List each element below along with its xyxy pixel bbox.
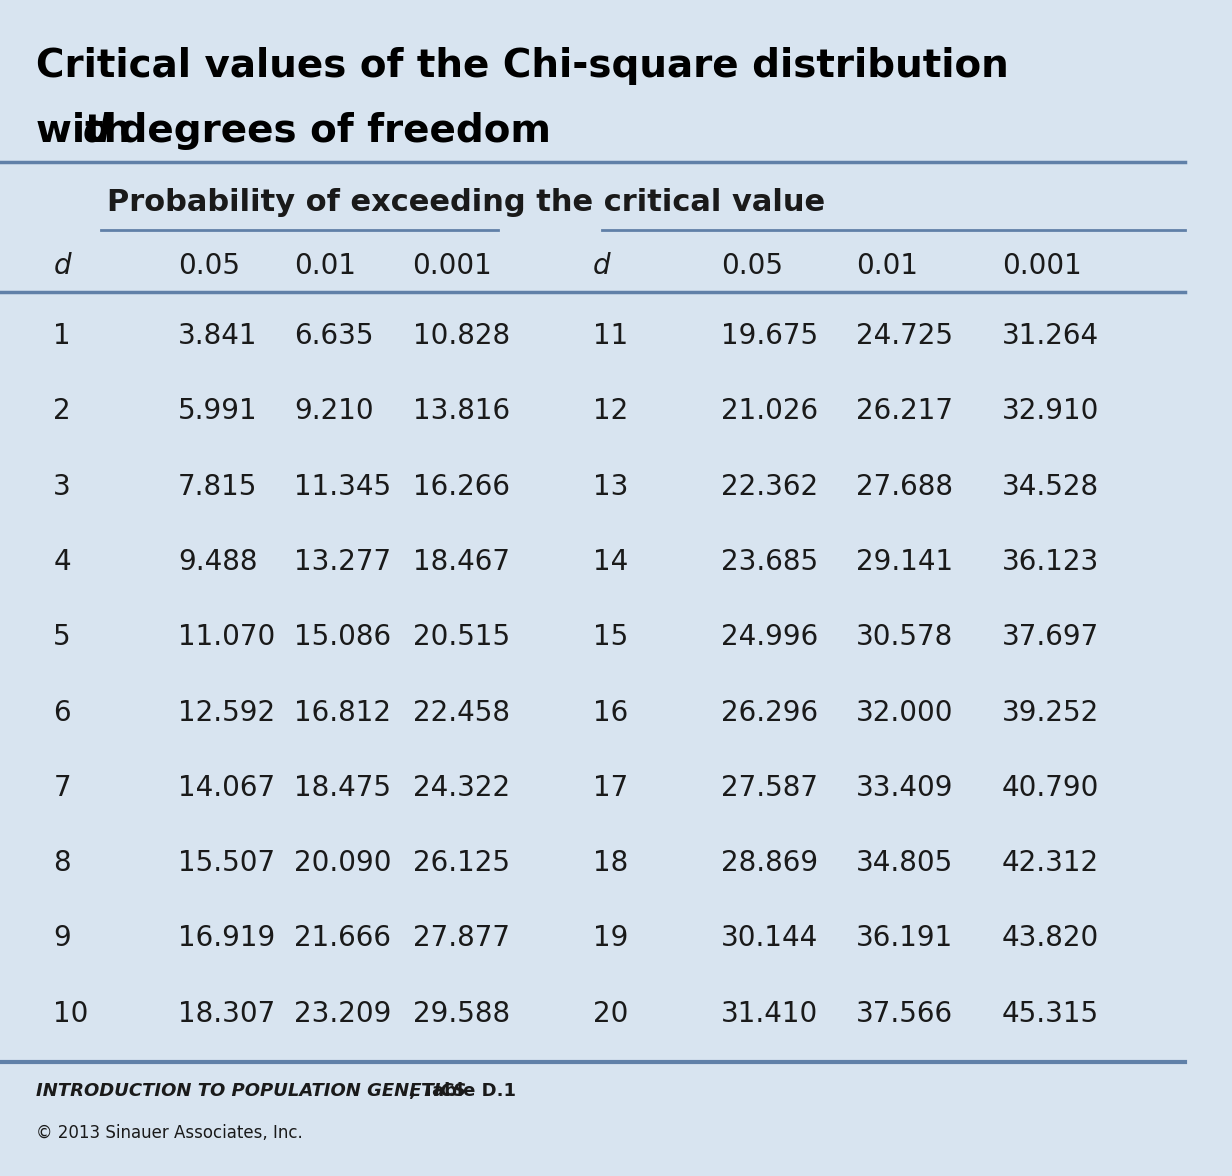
Text: 29.588: 29.588 bbox=[413, 1000, 510, 1028]
Text: 21.666: 21.666 bbox=[294, 924, 391, 953]
Text: 34.805: 34.805 bbox=[856, 849, 954, 877]
Text: 15.507: 15.507 bbox=[177, 849, 275, 877]
Text: 9.210: 9.210 bbox=[294, 397, 373, 426]
Text: 0.05: 0.05 bbox=[177, 252, 240, 280]
Text: 9.488: 9.488 bbox=[177, 548, 257, 576]
Text: 15.086: 15.086 bbox=[294, 623, 391, 652]
Text: 18.307: 18.307 bbox=[177, 1000, 275, 1028]
Text: 5.991: 5.991 bbox=[177, 397, 257, 426]
Text: 18.467: 18.467 bbox=[413, 548, 510, 576]
Text: 20.515: 20.515 bbox=[413, 623, 510, 652]
Text: 18: 18 bbox=[593, 849, 628, 877]
Text: 39.252: 39.252 bbox=[1002, 699, 1099, 727]
Text: 23.685: 23.685 bbox=[721, 548, 818, 576]
Text: 29.141: 29.141 bbox=[856, 548, 954, 576]
Text: 6.635: 6.635 bbox=[294, 322, 373, 350]
Text: 22.458: 22.458 bbox=[413, 699, 510, 727]
Text: 16.919: 16.919 bbox=[177, 924, 275, 953]
Text: with: with bbox=[36, 112, 144, 149]
Text: 3: 3 bbox=[53, 473, 71, 501]
Text: 18.475: 18.475 bbox=[294, 774, 391, 802]
Text: 12.592: 12.592 bbox=[177, 699, 275, 727]
Text: 14.067: 14.067 bbox=[177, 774, 275, 802]
Text: 15: 15 bbox=[593, 623, 628, 652]
Text: 27.688: 27.688 bbox=[856, 473, 952, 501]
Text: 13: 13 bbox=[593, 473, 628, 501]
Text: d: d bbox=[593, 252, 610, 280]
Text: 6: 6 bbox=[53, 699, 71, 727]
Text: 26.296: 26.296 bbox=[721, 699, 818, 727]
Text: 27.587: 27.587 bbox=[721, 774, 818, 802]
Text: 12: 12 bbox=[593, 397, 628, 426]
Text: 31.410: 31.410 bbox=[721, 1000, 818, 1028]
Text: 19: 19 bbox=[593, 924, 628, 953]
Text: © 2013 Sinauer Associates, Inc.: © 2013 Sinauer Associates, Inc. bbox=[36, 1124, 302, 1142]
Text: 3.841: 3.841 bbox=[177, 322, 257, 350]
Text: 42.312: 42.312 bbox=[1002, 849, 1099, 877]
Text: 20.090: 20.090 bbox=[294, 849, 392, 877]
Text: 23.209: 23.209 bbox=[294, 1000, 392, 1028]
Text: 37.697: 37.697 bbox=[1002, 623, 1099, 652]
Text: 11.070: 11.070 bbox=[177, 623, 275, 652]
Text: 33.409: 33.409 bbox=[856, 774, 954, 802]
Text: 31.264: 31.264 bbox=[1002, 322, 1099, 350]
Text: 28.869: 28.869 bbox=[721, 849, 818, 877]
Text: 16.266: 16.266 bbox=[413, 473, 510, 501]
Text: 1: 1 bbox=[53, 322, 71, 350]
Text: Critical values of the Chi-square distribution: Critical values of the Chi-square distri… bbox=[36, 47, 1008, 85]
Text: 45.315: 45.315 bbox=[1002, 1000, 1099, 1028]
Text: 17: 17 bbox=[593, 774, 628, 802]
Text: d: d bbox=[83, 112, 111, 149]
Text: 37.566: 37.566 bbox=[856, 1000, 954, 1028]
Text: 14: 14 bbox=[593, 548, 628, 576]
Text: 0.05: 0.05 bbox=[721, 252, 782, 280]
Text: 43.820: 43.820 bbox=[1002, 924, 1099, 953]
Text: 16.812: 16.812 bbox=[294, 699, 391, 727]
Text: , Table D.1: , Table D.1 bbox=[409, 1082, 516, 1100]
Text: 0.01: 0.01 bbox=[294, 252, 356, 280]
Text: 4: 4 bbox=[53, 548, 71, 576]
Text: degrees of freedom: degrees of freedom bbox=[106, 112, 551, 149]
Text: 24.725: 24.725 bbox=[856, 322, 952, 350]
Text: 26.125: 26.125 bbox=[413, 849, 510, 877]
Text: 9: 9 bbox=[53, 924, 71, 953]
Text: 5: 5 bbox=[53, 623, 71, 652]
Text: 0.01: 0.01 bbox=[856, 252, 918, 280]
Text: 16: 16 bbox=[593, 699, 628, 727]
Text: 13.277: 13.277 bbox=[294, 548, 391, 576]
Text: 2: 2 bbox=[53, 397, 71, 426]
Text: 22.362: 22.362 bbox=[721, 473, 818, 501]
Text: d: d bbox=[53, 252, 71, 280]
Text: 11: 11 bbox=[593, 322, 628, 350]
Text: 36.191: 36.191 bbox=[856, 924, 954, 953]
Text: 21.026: 21.026 bbox=[721, 397, 818, 426]
Text: 8: 8 bbox=[53, 849, 71, 877]
Text: 13.816: 13.816 bbox=[413, 397, 510, 426]
Text: 10.828: 10.828 bbox=[413, 322, 510, 350]
Text: 30.144: 30.144 bbox=[721, 924, 818, 953]
Text: 36.123: 36.123 bbox=[1002, 548, 1099, 576]
Text: 11.345: 11.345 bbox=[294, 473, 391, 501]
Text: 24.322: 24.322 bbox=[413, 774, 510, 802]
Text: 24.996: 24.996 bbox=[721, 623, 818, 652]
Text: 30.578: 30.578 bbox=[856, 623, 954, 652]
Text: 7.815: 7.815 bbox=[177, 473, 257, 501]
Text: 10: 10 bbox=[53, 1000, 89, 1028]
Text: 34.528: 34.528 bbox=[1002, 473, 1099, 501]
Text: 40.790: 40.790 bbox=[1002, 774, 1099, 802]
Text: 19.675: 19.675 bbox=[721, 322, 818, 350]
Text: 32.910: 32.910 bbox=[1002, 397, 1099, 426]
Text: 32.000: 32.000 bbox=[856, 699, 954, 727]
Text: Probability of exceeding the critical value: Probability of exceeding the critical va… bbox=[107, 188, 824, 218]
Text: 0.001: 0.001 bbox=[413, 252, 493, 280]
Text: INTRODUCTION TO POPULATION GENETICS: INTRODUCTION TO POPULATION GENETICS bbox=[36, 1082, 466, 1100]
Text: 7: 7 bbox=[53, 774, 71, 802]
Text: 0.001: 0.001 bbox=[1002, 252, 1082, 280]
Text: 26.217: 26.217 bbox=[856, 397, 952, 426]
Text: 27.877: 27.877 bbox=[413, 924, 510, 953]
Text: 20: 20 bbox=[593, 1000, 628, 1028]
